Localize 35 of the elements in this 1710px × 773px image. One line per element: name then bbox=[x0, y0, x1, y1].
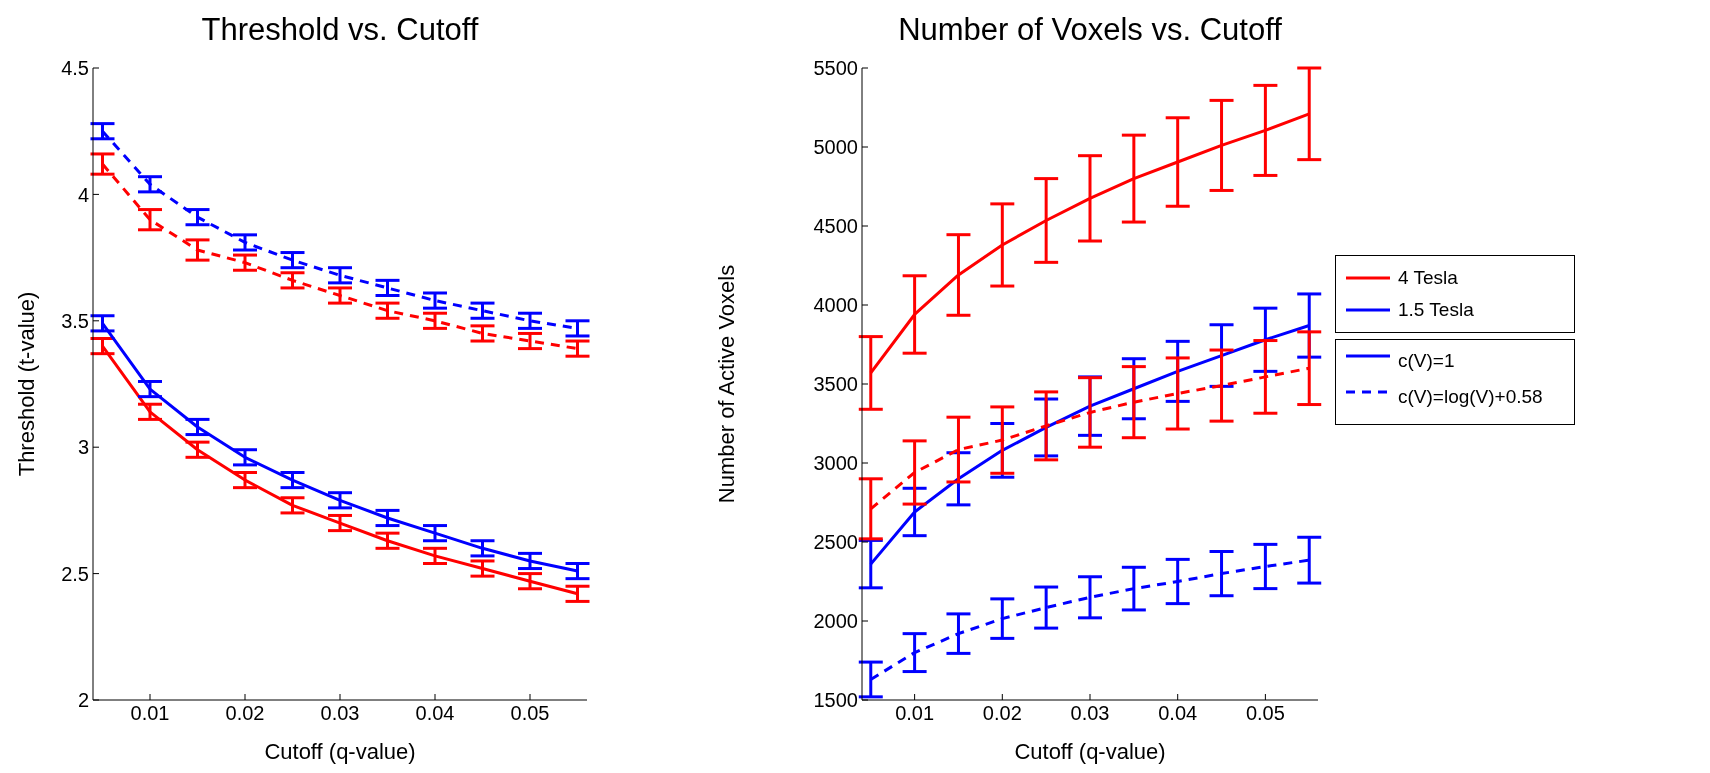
y-tick-label: 2.5 bbox=[61, 562, 89, 585]
y-tick-label: 2 bbox=[77, 689, 89, 712]
legend-label: 4 Tesla bbox=[1398, 267, 1458, 289]
x-tick-label: 0.05 bbox=[1245, 702, 1285, 725]
x-tick-label: 0.01 bbox=[895, 702, 935, 725]
x-axis-title: Cutoff (q-value) bbox=[264, 739, 416, 764]
x-tick-label: 0.03 bbox=[320, 702, 360, 725]
x-tick-label: 0.02 bbox=[982, 702, 1022, 725]
chart-title: Number of Voxels vs. Cutoff bbox=[897, 12, 1283, 48]
text: c(V)=log(V)+0.58 bbox=[1398, 386, 1543, 408]
x-tick-label: 0.02 bbox=[225, 702, 265, 725]
y-tick-label: 4500 bbox=[813, 215, 858, 238]
chart-title: Threshold vs. Cutoff bbox=[200, 12, 480, 48]
x-tick-label: 0.05 bbox=[510, 702, 550, 725]
y-tick-label: 4 bbox=[77, 183, 89, 206]
y-tick-label: 5000 bbox=[813, 136, 858, 159]
text: c(V)=1 bbox=[1398, 350, 1455, 372]
x-tick-label: 0.01 bbox=[130, 702, 170, 725]
y-axis-title: Number of Active Voxels bbox=[713, 264, 739, 504]
y-tick-label: 2500 bbox=[813, 531, 858, 554]
y-tick-label: 4000 bbox=[813, 294, 858, 317]
y-tick-label: 2000 bbox=[813, 610, 858, 633]
y-tick-label: 3 bbox=[77, 436, 89, 459]
y-tick-label: 3500 bbox=[813, 373, 858, 396]
y-tick-label: 5500 bbox=[813, 57, 858, 80]
y-tick-label: 4.5 bbox=[61, 57, 89, 80]
x-tick-label: 0.04 bbox=[1158, 702, 1198, 725]
y-tick-label: 1500 bbox=[813, 689, 858, 712]
y-axis-title: Threshold (t-value) bbox=[13, 291, 39, 477]
legend-label: 1.5 Tesla bbox=[1398, 299, 1474, 321]
x-axis-title: Cutoff (q-value) bbox=[1014, 739, 1166, 764]
y-tick-label: 3000 bbox=[813, 452, 858, 475]
x-tick-label: 0.03 bbox=[1070, 702, 1110, 725]
y-tick-label: 3.5 bbox=[61, 309, 89, 332]
x-tick-label: 0.04 bbox=[415, 702, 455, 725]
